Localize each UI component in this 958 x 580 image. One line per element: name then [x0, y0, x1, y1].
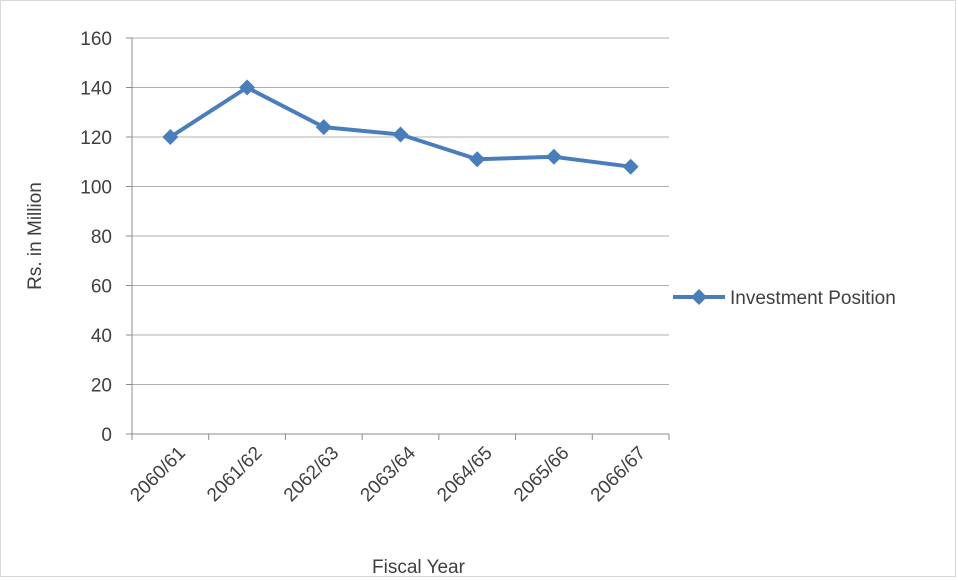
x-tick-label-2060/61: 2060/61	[126, 443, 189, 506]
legend-label: Investment Position	[730, 288, 896, 309]
y-tick-label-60: 60	[91, 277, 112, 298]
y-tick-label-160: 160	[80, 29, 112, 50]
y-tick-label-0: 0	[101, 425, 112, 446]
data-point-2061/62	[239, 79, 256, 96]
y-tick-label-140: 140	[80, 79, 112, 100]
gridlines	[132, 37, 669, 385]
data-point-2062/63	[315, 119, 332, 136]
data-point-2064/65	[469, 151, 486, 168]
data-point-2060/61	[162, 129, 179, 145]
y-tick-label-40: 40	[91, 326, 112, 347]
x-tick-label-2061/62: 2061/62	[203, 443, 266, 506]
data-point-2065/66	[545, 148, 562, 165]
y-axis-ticks: 0 20 40 60 80 100 120 140 160	[80, 29, 132, 446]
legend-marker-swatch	[691, 289, 707, 305]
x-tick-label-2063/64: 2063/64	[357, 442, 421, 506]
y-tick-label-120: 120	[80, 128, 112, 149]
y-tick-label-80: 80	[91, 227, 112, 248]
x-tick-label-2065/66: 2065/66	[510, 443, 573, 506]
legend: Investment Position	[673, 288, 896, 309]
x-tick-label-2062/63: 2062/63	[280, 443, 343, 506]
y-tick-label-100: 100	[80, 178, 112, 199]
x-tick-label-2066/67: 2066/67	[587, 443, 650, 506]
x-axis-ticks: 2060/61 2061/62 2062/63 2063/64 2064/65 2065/…	[126, 434, 670, 506]
data-point-2066/67	[622, 158, 639, 175]
data-point-2063/64	[392, 126, 409, 143]
x-axis-title: Fiscal Year	[372, 557, 466, 578]
series-layer	[162, 79, 639, 175]
y-axis-title: Rs. in Million	[25, 182, 46, 290]
y-tick-label-20: 20	[91, 376, 112, 397]
x-tick-label-2064/65: 2064/65	[433, 443, 496, 506]
